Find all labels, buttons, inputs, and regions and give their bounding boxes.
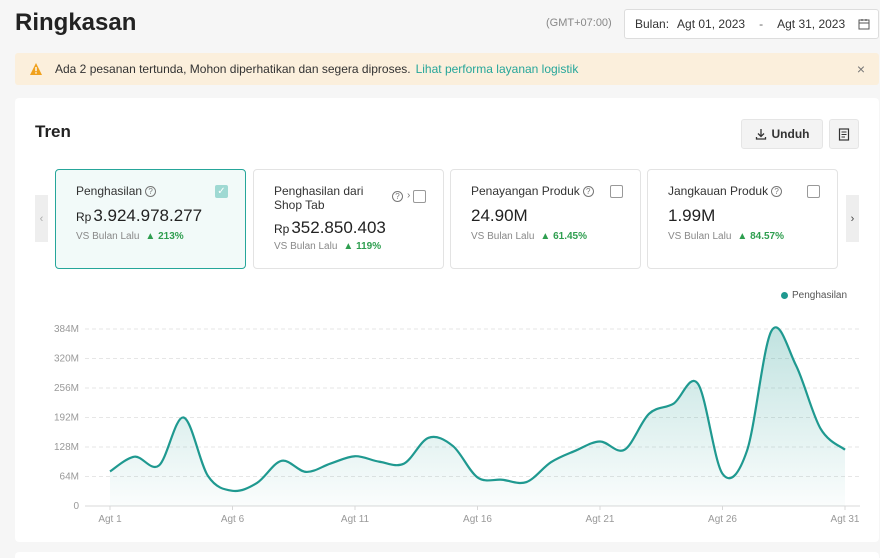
y-tick-label: 320M bbox=[54, 354, 79, 365]
metric-card-shop-tab[interactable]: Penghasilan dari Shop Tab ? › Rp 352.850.… bbox=[253, 169, 444, 269]
metric-currency: Rp bbox=[274, 222, 290, 236]
metric-compare-label: VS Bulan Lalu bbox=[668, 231, 732, 242]
metric-value: 352.850.403 bbox=[291, 218, 386, 237]
help-icon[interactable]: ? bbox=[145, 186, 157, 198]
date-range-picker[interactable]: Bulan: Agt 01, 2023 - Agt 31, 2023 bbox=[624, 9, 879, 39]
document-icon bbox=[838, 127, 850, 141]
metric-change: ▲ 213% bbox=[145, 231, 184, 242]
x-tick-label: Agt 6 bbox=[221, 514, 245, 525]
help-icon[interactable]: ? bbox=[392, 191, 403, 202]
x-tick-label: Agt 26 bbox=[708, 514, 737, 525]
metric-checkbox[interactable]: ✓ bbox=[215, 185, 228, 198]
date-start: Agt 01, 2023 bbox=[677, 17, 746, 31]
y-tick-label: 128M bbox=[54, 442, 79, 453]
y-tick-label: 192M bbox=[54, 413, 79, 424]
metric-label: Penghasilan bbox=[76, 184, 143, 198]
metric-currency: Rp bbox=[76, 210, 92, 224]
next-panel-edge bbox=[15, 552, 879, 558]
y-tick-label: 384M bbox=[54, 324, 79, 335]
metric-checkbox[interactable] bbox=[807, 185, 820, 198]
legend-dot bbox=[781, 292, 788, 299]
y-tick-label: 64M bbox=[60, 472, 79, 483]
y-tick-label: 256M bbox=[54, 383, 79, 394]
report-button[interactable] bbox=[829, 119, 859, 149]
metric-change: ▲ 84.57% bbox=[737, 231, 784, 242]
metric-label: Penghasilan dari Shop Tab bbox=[274, 184, 364, 212]
date-end: Agt 31, 2023 bbox=[777, 17, 846, 31]
help-icon[interactable]: ? bbox=[582, 186, 594, 198]
metric-value: 3.924.978.277 bbox=[93, 206, 203, 225]
download-label: Unduh bbox=[771, 127, 810, 141]
metric-label: Penayangan Produk bbox=[471, 184, 580, 198]
y-tick-label: 0 bbox=[73, 501, 79, 512]
series-area bbox=[110, 327, 845, 506]
chevron-right-icon: › bbox=[850, 212, 855, 225]
metric-change: ▲ 119% bbox=[343, 241, 382, 252]
calendar-icon bbox=[858, 19, 870, 30]
pending-orders-alert: Ada 2 pesanan tertunda, Mohon diperhatik… bbox=[15, 53, 879, 85]
prev-metrics-button[interactable]: ‹ bbox=[35, 195, 48, 242]
x-tick-label: Agt 31 bbox=[831, 514, 860, 525]
metric-compare-label: VS Bulan Lalu bbox=[274, 241, 338, 252]
x-tick-label: Agt 1 bbox=[98, 514, 122, 525]
metric-card-product-views[interactable]: Penayangan Produk? 24.90M VS Bulan Lalu ▲… bbox=[450, 169, 641, 269]
close-icon[interactable]: × bbox=[856, 61, 865, 77]
timezone-label: (GMT+07:00) bbox=[546, 17, 612, 29]
x-tick-label: Agt 11 bbox=[341, 514, 370, 525]
download-icon bbox=[755, 129, 766, 140]
logistics-performance-link[interactable]: Lihat performa layanan logistik bbox=[415, 62, 579, 76]
next-metrics-button[interactable]: › bbox=[846, 195, 859, 242]
metric-checkbox[interactable] bbox=[610, 185, 623, 198]
panel-title: Tren bbox=[35, 122, 71, 141]
chart-legend[interactable]: Penghasilan bbox=[781, 290, 847, 301]
metric-label: Jangkauan Produk bbox=[668, 184, 769, 198]
chevron-left-icon: ‹ bbox=[39, 212, 44, 225]
series-line bbox=[109, 326, 846, 493]
date-range-label: Bulan: bbox=[635, 17, 670, 31]
help-icon[interactable]: ? bbox=[771, 186, 783, 198]
legend-label: Penghasilan bbox=[792, 290, 848, 301]
metric-card-product-reach[interactable]: Jangkauan Produk? 1.99M VS Bulan Lalu ▲ 8… bbox=[647, 169, 838, 269]
x-tick-label: Agt 21 bbox=[586, 514, 615, 525]
metric-value: 24.90M bbox=[471, 206, 528, 225]
metric-value: 1.99M bbox=[668, 206, 716, 225]
alert-message: Ada 2 pesanan tertunda, Mohon diperhatik… bbox=[55, 62, 411, 76]
date-separator: - bbox=[759, 17, 764, 31]
warning-icon bbox=[30, 63, 42, 75]
metric-card-penghasilan[interactable]: Penghasilan? ✓ Rp 3.924.978.277 VS Bulan … bbox=[55, 169, 246, 269]
metric-compare-label: VS Bulan Lalu bbox=[76, 231, 140, 242]
metric-checkbox[interactable] bbox=[413, 190, 426, 203]
page-title: Ringkasan bbox=[15, 9, 137, 36]
x-tick-label: Agt 16 bbox=[463, 514, 492, 525]
chevron-right-icon: › bbox=[407, 190, 411, 201]
download-button[interactable]: Unduh bbox=[741, 119, 823, 149]
trend-panel: Tren Unduh ‹ › Penghasilan? ✓ Rp 3.924.97… bbox=[15, 98, 879, 542]
revenue-trend-chart: 0 64M 128M 192M 256M 320M 384M Agt 1 Agt 6 Agt 11… bbox=[54, 324, 860, 525]
metric-change: ▲ 61.45% bbox=[540, 231, 587, 242]
metric-compare-label: VS Bulan Lalu bbox=[471, 231, 535, 242]
